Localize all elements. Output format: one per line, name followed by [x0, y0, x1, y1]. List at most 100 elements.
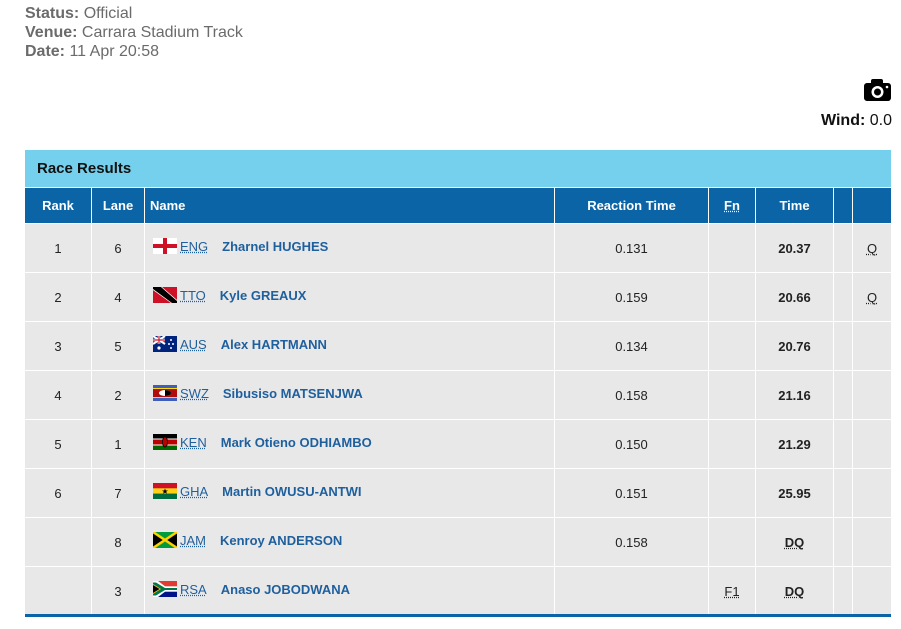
table-cell: 0.134	[555, 322, 708, 370]
column-header: Fn	[709, 188, 755, 223]
country-code[interactable]: AUS	[180, 336, 207, 352]
table-cell: 21.29	[756, 420, 833, 468]
lane: 7	[114, 485, 122, 501]
qualifier: Q	[866, 240, 878, 256]
table-cell	[709, 518, 755, 566]
qualifier: Q	[866, 289, 878, 305]
athlete-name[interactable]: Kenroy ANDERSON	[220, 532, 343, 548]
table-cell: SWZ Sibusiso MATSENJWA	[145, 371, 554, 419]
table-cell: 0.158	[555, 518, 708, 566]
date-line: Date: 11 Apr 20:58	[25, 42, 159, 61]
table-cell	[834, 567, 852, 615]
table-cell: F1	[709, 567, 755, 615]
column-header: Rank	[25, 188, 91, 223]
flag	[153, 336, 177, 352]
table-cell	[25, 567, 91, 615]
time: 20.66	[778, 289, 811, 305]
lane: 8	[114, 534, 122, 550]
table-cell: 21.16	[756, 371, 833, 419]
table-cell: 7	[92, 469, 144, 517]
country-code[interactable]: GHA	[180, 483, 209, 499]
column-header-text: Reaction Time	[587, 198, 676, 213]
table-cell: 20.37	[756, 224, 833, 272]
athlete-name[interactable]: Mark Otieno ODHIAMBO	[220, 434, 372, 450]
table-cell: 20.76	[756, 322, 833, 370]
country-code[interactable]: KEN	[180, 434, 207, 450]
time: 20.37	[778, 240, 811, 256]
lane: 4	[114, 289, 122, 305]
reaction-time: 0.158	[615, 387, 648, 403]
status-label: Status:	[25, 5, 80, 22]
table-cell: 6	[25, 469, 91, 517]
rank: 3	[54, 338, 62, 354]
table-cell: 1	[25, 224, 91, 272]
table-cell	[709, 371, 755, 419]
athlete-name[interactable]: Martin OWUSU-ANTWI	[222, 483, 362, 499]
table-cell	[709, 420, 755, 468]
table-cell	[834, 518, 852, 566]
venue-label: Venue:	[25, 24, 78, 41]
lane: 6	[114, 240, 122, 256]
table-cell	[709, 224, 755, 272]
table-cell: Q	[853, 273, 891, 321]
table-cell: 4	[92, 273, 144, 321]
table-cell: Q	[853, 224, 891, 272]
table-cell: 0.159	[555, 273, 708, 321]
table-cell	[853, 371, 891, 419]
reaction-time: 0.151	[615, 485, 648, 501]
status: Official	[83, 5, 133, 22]
athlete-name[interactable]: Zharnel HUGHES	[222, 238, 329, 254]
country-code[interactable]: TTO	[180, 287, 206, 303]
athlete-name[interactable]: Sibusiso MATSENJWA	[222, 385, 363, 401]
table-cell	[853, 420, 891, 468]
time: DQ	[784, 534, 805, 550]
camera-icon[interactable]	[863, 78, 893, 102]
table-cell: DQ	[756, 567, 833, 615]
reaction-time: 0.131	[615, 240, 648, 256]
reaction-time: 0.134	[615, 338, 648, 354]
column-header-text: Lane	[102, 198, 134, 213]
time: 25.95	[778, 485, 811, 501]
country-code[interactable]: JAM	[180, 532, 206, 548]
wind: Wind: 0.0	[821, 112, 892, 130]
lane: 2	[114, 387, 122, 403]
column-header	[834, 188, 852, 223]
venue: Carrara Stadium Track	[81, 24, 243, 41]
column-header: Lane	[92, 188, 144, 223]
table-cell: 6	[92, 224, 144, 272]
lane: 5	[114, 338, 122, 354]
table-cell: 5	[25, 420, 91, 468]
country-code[interactable]: SWZ	[180, 385, 209, 401]
athlete-name[interactable]: Anaso JOBODWANA	[220, 581, 351, 597]
table-cell: RSA Anaso JOBODWANA	[145, 567, 554, 615]
country-code[interactable]: RSA	[180, 581, 207, 597]
column-header: Reaction Time	[555, 188, 708, 223]
wind-value: 0.0	[869, 112, 892, 129]
rank: 5	[54, 436, 62, 452]
athlete-name[interactable]: Alex HARTMANN	[220, 336, 327, 352]
column-header-text: Fn	[724, 198, 740, 213]
rank: 2	[54, 289, 62, 305]
table-cell: 0.131	[555, 224, 708, 272]
table-cell: 0.150	[555, 420, 708, 468]
table-cell: TTO Kyle GREAUX	[145, 273, 554, 321]
table-cell: 4	[25, 371, 91, 419]
table-cell	[853, 322, 891, 370]
country-code[interactable]: ENG	[180, 238, 209, 254]
status-line: Status: Official	[25, 4, 132, 23]
table-cell	[709, 322, 755, 370]
lane: 3	[114, 583, 122, 599]
flag	[153, 532, 177, 548]
table-cell: 8	[92, 518, 144, 566]
table-cell: 20.66	[756, 273, 833, 321]
table-cell	[709, 469, 755, 517]
table-cell: JAM Kenroy ANDERSON	[145, 518, 554, 566]
table-cell: DQ	[756, 518, 833, 566]
table-cell	[555, 567, 708, 615]
column-header: Time	[756, 188, 833, 223]
athlete-name[interactable]: Kyle GREAUX	[219, 287, 307, 303]
rank: 1	[54, 240, 62, 256]
table-cell: 3	[25, 322, 91, 370]
column-header-text: Rank	[42, 198, 74, 213]
